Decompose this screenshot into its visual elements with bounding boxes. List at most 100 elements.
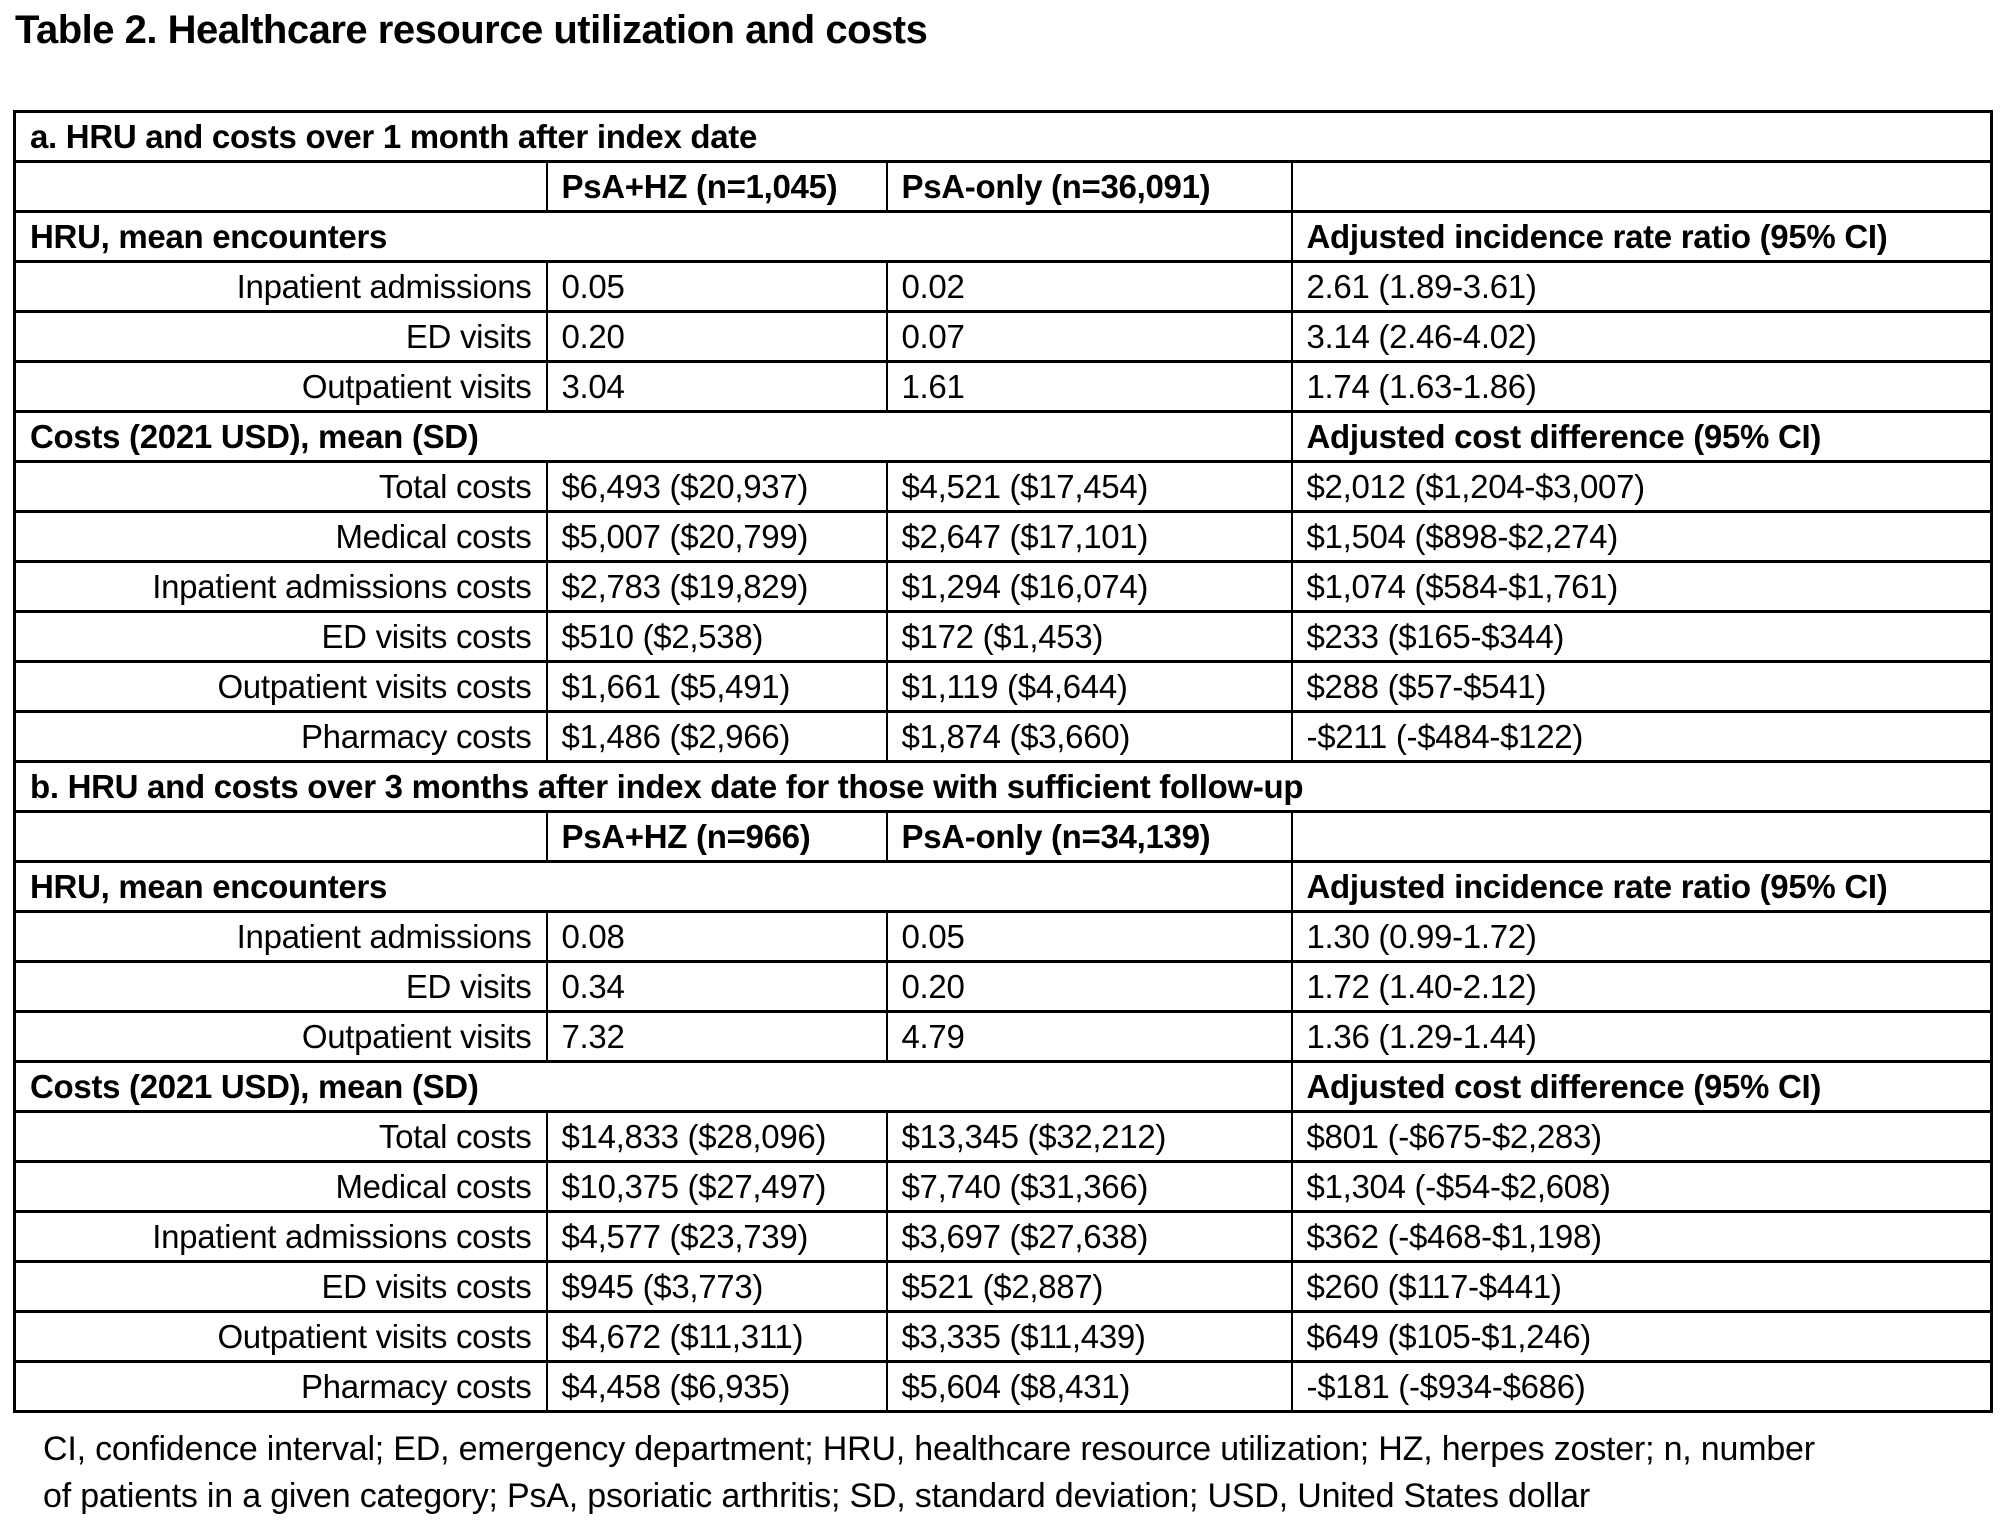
- value-psa-only: $4,521 ($17,454): [885, 460, 1293, 513]
- empty-cell: [1290, 160, 1993, 213]
- row-label: ED visits: [13, 960, 548, 1013]
- stat-header-cost-diff: Adjusted cost difference (95% CI): [1290, 410, 1993, 463]
- row-label: Outpatient visits: [13, 1010, 548, 1063]
- section-a-header: a. HRU and costs over 1 month after inde…: [13, 110, 1993, 163]
- table-row: Inpatient admissions costs $4,577 ($23,7…: [13, 1210, 1993, 1263]
- table-row: ED visits 0.34 0.20 1.72 (1.40-2.12): [13, 960, 1993, 1013]
- value-psa-only: $521 ($2,887): [885, 1260, 1293, 1313]
- value-psa-only: $2,647 ($17,101): [885, 510, 1293, 563]
- table-row: Total costs $6,493 ($20,937) $4,521 ($17…: [13, 460, 1993, 513]
- value-psa-hz: 3.04: [545, 360, 888, 413]
- col-header-psa-only: PsA-only (n=34,139): [885, 810, 1293, 863]
- stat-header-irr: Adjusted incidence rate ratio (95% CI): [1290, 210, 1993, 263]
- row-label: Pharmacy costs: [13, 1360, 548, 1413]
- section-b-header: b. HRU and costs over 3 months after ind…: [13, 760, 1993, 813]
- value-stat: $362 (-$468-$1,198): [1290, 1210, 1993, 1263]
- value-psa-hz: $5,007 ($20,799): [545, 510, 888, 563]
- section-a-column-header-row: PsA+HZ (n=1,045) PsA-only (n=36,091): [13, 160, 1993, 213]
- value-stat: -$211 (-$484-$122): [1290, 710, 1993, 763]
- hru-group-label: HRU, mean encounters: [13, 210, 1293, 263]
- stat-header-irr: Adjusted incidence rate ratio (95% CI): [1290, 860, 1993, 913]
- table-row: ED visits costs $945 ($3,773) $521 ($2,8…: [13, 1260, 1993, 1313]
- value-psa-hz: $510 ($2,538): [545, 610, 888, 663]
- costs-group-label: Costs (2021 USD), mean (SD): [13, 410, 1293, 463]
- value-psa-only: 0.07: [885, 310, 1293, 363]
- empty-cell: [13, 810, 548, 863]
- value-psa-hz: $1,486 ($2,966): [545, 710, 888, 763]
- value-psa-hz: $2,783 ($19,829): [545, 560, 888, 613]
- value-psa-only: $1,119 ($4,644): [885, 660, 1293, 713]
- footnote-line: of patients in a given category; PsA, ps…: [43, 1477, 1590, 1515]
- section-b-header-row: b. HRU and costs over 3 months after ind…: [13, 760, 1993, 813]
- value-psa-hz: $4,577 ($23,739): [545, 1210, 888, 1263]
- hru-group-label: HRU, mean encounters: [13, 860, 1293, 913]
- value-stat: 2.61 (1.89-3.61): [1290, 260, 1993, 313]
- group-header-row: HRU, mean encounters Adjusted incidence …: [13, 210, 1993, 263]
- col-header-psa-hz: PsA+HZ (n=1,045): [545, 160, 888, 213]
- table-row: Outpatient visits 3.04 1.61 1.74 (1.63-1…: [13, 360, 1993, 413]
- value-psa-hz: $4,672 ($11,311): [545, 1310, 888, 1363]
- empty-cell: [1290, 810, 1993, 863]
- table-row: Pharmacy costs $1,486 ($2,966) $1,874 ($…: [13, 710, 1993, 763]
- value-psa-only: $5,604 ($8,431): [885, 1360, 1293, 1413]
- value-psa-hz: $6,493 ($20,937): [545, 460, 888, 513]
- value-psa-only: $3,697 ($27,638): [885, 1210, 1293, 1263]
- value-stat: $801 (-$675-$2,283): [1290, 1110, 1993, 1163]
- table-row: Inpatient admissions 0.05 0.02 2.61 (1.8…: [13, 260, 1993, 313]
- value-stat: 1.30 (0.99-1.72): [1290, 910, 1993, 963]
- table-row: Outpatient visits costs $1,661 ($5,491) …: [13, 660, 1993, 713]
- row-label: ED visits: [13, 310, 548, 363]
- group-header-row: Costs (2021 USD), mean (SD) Adjusted cos…: [13, 1060, 1993, 1113]
- row-label: Medical costs: [13, 510, 548, 563]
- abbreviations-footnote: CI, confidence interval; ED, emergency d…: [43, 1426, 1990, 1520]
- value-stat: 1.72 (1.40-2.12): [1290, 960, 1993, 1013]
- value-stat: 3.14 (2.46-4.02): [1290, 310, 1993, 363]
- value-psa-hz: $945 ($3,773): [545, 1260, 888, 1313]
- group-header-row: Costs (2021 USD), mean (SD) Adjusted cos…: [13, 410, 1993, 463]
- table-row: Inpatient admissions costs $2,783 ($19,8…: [13, 560, 1993, 613]
- value-stat: $1,504 ($898-$2,274): [1290, 510, 1993, 563]
- value-psa-only: 4.79: [885, 1010, 1293, 1063]
- group-header-row: HRU, mean encounters Adjusted incidence …: [13, 860, 1993, 913]
- table-row: Outpatient visits costs $4,672 ($11,311)…: [13, 1310, 1993, 1363]
- table-row: Outpatient visits 7.32 4.79 1.36 (1.29-1…: [13, 1010, 1993, 1063]
- value-stat: $260 ($117-$441): [1290, 1260, 1993, 1313]
- value-psa-only: $1,294 ($16,074): [885, 560, 1293, 613]
- table-row: ED visits 0.20 0.07 3.14 (2.46-4.02): [13, 310, 1993, 363]
- empty-cell: [13, 160, 548, 213]
- section-a-header-row: a. HRU and costs over 1 month after inde…: [13, 110, 1993, 163]
- value-psa-only: $172 ($1,453): [885, 610, 1293, 663]
- value-psa-hz: $4,458 ($6,935): [545, 1360, 888, 1413]
- row-label: Inpatient admissions costs: [13, 560, 548, 613]
- row-label: ED visits costs: [13, 610, 548, 663]
- value-psa-only: 0.02: [885, 260, 1293, 313]
- value-psa-hz: 7.32: [545, 1010, 888, 1063]
- value-psa-only: 1.61: [885, 360, 1293, 413]
- value-stat: $233 ($165-$344): [1290, 610, 1993, 663]
- row-label: Inpatient admissions costs: [13, 1210, 548, 1263]
- value-psa-only: $3,335 ($11,439): [885, 1310, 1293, 1363]
- value-psa-only: $7,740 ($31,366): [885, 1160, 1293, 1213]
- row-label: Medical costs: [13, 1160, 548, 1213]
- row-label: Outpatient visits costs: [13, 660, 548, 713]
- costs-group-label: Costs (2021 USD), mean (SD): [13, 1060, 1293, 1113]
- footnote-line: CI, confidence interval; ED, emergency d…: [43, 1430, 1815, 1468]
- value-psa-hz: 0.34: [545, 960, 888, 1013]
- value-psa-hz: 0.05: [545, 260, 888, 313]
- value-stat: $649 ($105-$1,246): [1290, 1310, 1993, 1363]
- table-row: Pharmacy costs $4,458 ($6,935) $5,604 ($…: [13, 1360, 1993, 1413]
- table-row: Medical costs $5,007 ($20,799) $2,647 ($…: [13, 510, 1993, 563]
- row-label: Pharmacy costs: [13, 710, 548, 763]
- value-psa-hz: 0.20: [545, 310, 888, 363]
- section-b-column-header-row: PsA+HZ (n=966) PsA-only (n=34,139): [13, 810, 1993, 863]
- table-row: Total costs $14,833 ($28,096) $13,345 ($…: [13, 1110, 1993, 1163]
- value-stat: $1,304 (-$54-$2,608): [1290, 1160, 1993, 1213]
- row-label: Outpatient visits: [13, 360, 548, 413]
- value-stat: $2,012 ($1,204-$3,007): [1290, 460, 1993, 513]
- value-psa-hz: $1,661 ($5,491): [545, 660, 888, 713]
- value-stat: $1,074 ($584-$1,761): [1290, 560, 1993, 613]
- table-title: Table 2. Healthcare resource utilization…: [15, 8, 928, 52]
- value-psa-hz: 0.08: [545, 910, 888, 963]
- row-label: Total costs: [13, 1110, 548, 1163]
